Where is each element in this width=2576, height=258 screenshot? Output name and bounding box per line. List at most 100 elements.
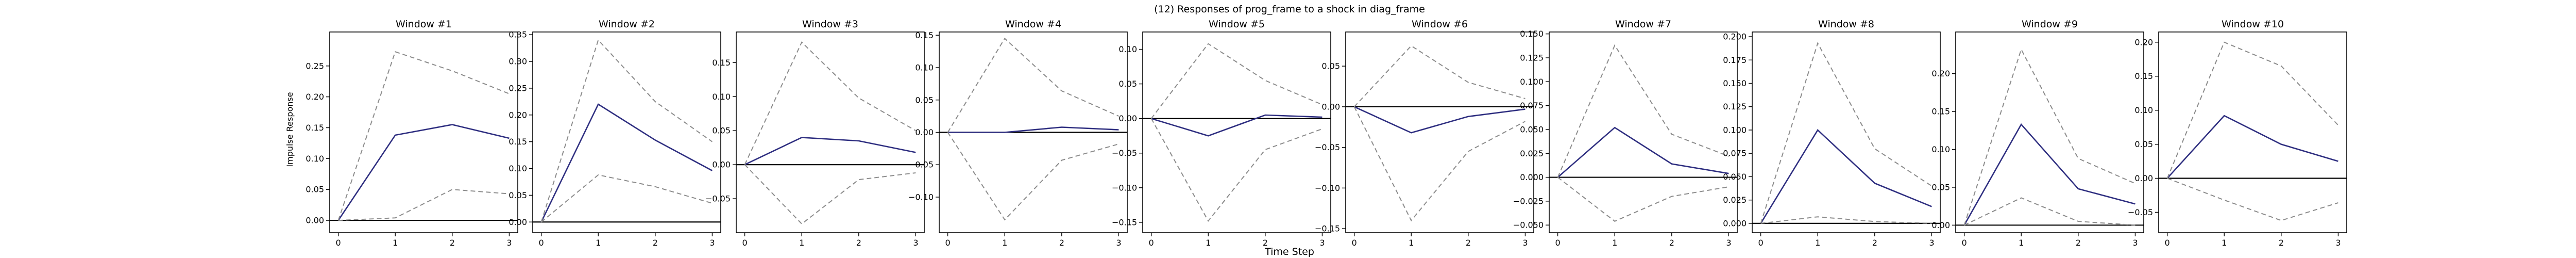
y-tick-label: 0.20: [1931, 69, 1950, 78]
x-tick-label: 1: [596, 238, 601, 248]
x-tick-label: 2: [2076, 238, 2081, 248]
x-tick-label: 3: [709, 238, 715, 248]
panel-10: −0.05 0.00 0.05 0.10 0.15 0.20 0 1 2 3 Window #10: [2128, 19, 2347, 248]
response-line: [2166, 115, 2338, 179]
y-tick-label: 0.00: [1931, 220, 1950, 230]
panel-title: Window #5: [1209, 19, 1265, 30]
y-tick-label: 0.15: [509, 137, 527, 147]
x-tick-label: 1: [799, 238, 804, 248]
x-tick-label: 2: [1872, 238, 1877, 248]
axes-frame: [1345, 31, 1534, 233]
lower-band-line: [338, 189, 510, 221]
y-tick-label: −0.05: [705, 194, 731, 204]
x-tick-label: 0: [1961, 238, 1967, 248]
lower-band-line: [540, 174, 713, 223]
y-tick-label: −0.025: [1513, 196, 1544, 206]
y-tick-label: 0.175: [1723, 55, 1747, 65]
axes-frame: [2158, 31, 2347, 233]
x-tick-label: 3: [506, 238, 512, 248]
x-tick-label: 1: [2019, 238, 2024, 248]
x-tick-label: 2: [1466, 238, 1471, 248]
axes-frame: [1955, 31, 2144, 233]
response-line: [947, 126, 1119, 133]
y-tick-label: 0.05: [1321, 61, 1340, 71]
lower-band-line: [2167, 178, 2338, 221]
y-tick-label: −0.10: [908, 192, 934, 202]
upper-band-line: [1963, 48, 2136, 225]
x-tick-label: 0: [538, 238, 544, 248]
panel-9: 0.00 0.05 0.10 0.15 0.20 0 1 2 3 Window #9: [1931, 19, 2144, 248]
y-tick-label: 0.25: [306, 61, 324, 71]
y-tick-label: 0.150: [1520, 29, 1544, 39]
y-tick-label: 0.15: [915, 30, 934, 40]
y-tick-label: 0.15: [2134, 71, 2153, 81]
lower-band-line: [947, 132, 1119, 221]
y-tick-label: 0.050: [1520, 124, 1544, 134]
x-tick-label: 2: [1669, 238, 1674, 248]
y-tick-label: 0.10: [509, 164, 527, 173]
axes-frame: [1142, 31, 1331, 233]
y-tick-label: −0.05: [1112, 148, 1137, 158]
figure-title: (12) Responses of prog_frame to a shock …: [1154, 4, 1425, 15]
y-tick-label: 0.00: [712, 160, 731, 170]
x-tick-label: 3: [2335, 238, 2341, 248]
x-tick-label: 2: [450, 238, 455, 248]
response-line: [1151, 114, 1323, 137]
y-tick-label: −0.05: [908, 160, 934, 170]
y-tick-label: −0.050: [1513, 220, 1544, 230]
y-tick-label: 0.25: [509, 83, 527, 93]
y-tick-label: 0.20: [2134, 37, 2153, 47]
x-tick-label: 1: [1815, 238, 1820, 248]
y-tick-label: 0.00: [1321, 102, 1340, 111]
y-tick-label: 0.025: [1723, 195, 1747, 205]
y-tick-label: 0.10: [1118, 44, 1137, 54]
x-tick-label: 2: [856, 238, 861, 248]
y-tick-label: −0.15: [1315, 224, 1340, 234]
x-tick-label: 2: [653, 238, 658, 248]
response-line: [1760, 128, 1932, 224]
y-tick-label: 0.125: [1520, 53, 1544, 63]
y-tick-label: −0.15: [1112, 217, 1137, 227]
panel-title: Window #7: [1615, 19, 1671, 30]
upper-band-line: [337, 51, 510, 221]
y-tick-label: 0.00: [915, 127, 934, 137]
y-tick-label: 0.10: [1931, 144, 1950, 154]
x-tick-label: 3: [913, 238, 918, 248]
y-tick-label: 0.000: [1520, 172, 1544, 182]
upper-band-line: [2166, 41, 2339, 179]
y-tick-label: 0.125: [1723, 102, 1747, 111]
y-tick-label: 0.000: [1723, 218, 1747, 228]
panel-title: Window #3: [802, 19, 858, 30]
panel-3: −0.05 0.00 0.05 0.10 0.15 0 1 2 3 Window #3: [705, 19, 925, 248]
y-tick-label: 0.35: [509, 30, 527, 40]
y-tick-label: 0.100: [1520, 77, 1544, 87]
lower-band-line: [1353, 106, 1526, 222]
x-tick-label: 0: [945, 238, 950, 248]
x-tick-label: 2: [1059, 238, 1064, 248]
y-tick-label: 0.05: [509, 190, 527, 200]
y-tick-label: 0.025: [1520, 149, 1544, 158]
y-tick-label: 0.10: [712, 92, 731, 102]
y-axis-label: Impulse Response: [285, 92, 295, 167]
y-tick-label: 0.100: [1723, 125, 1747, 135]
y-tick-label: 0.15: [712, 58, 731, 68]
response-line: [744, 137, 916, 166]
x-tick-label: 2: [2279, 238, 2284, 248]
x-tick-label: 2: [1263, 238, 1268, 248]
x-tick-label: 1: [1409, 238, 1414, 248]
x-tick-label: 3: [2132, 238, 2138, 248]
x-tick-label: 1: [393, 238, 398, 248]
lower-band-line: [1557, 176, 1729, 222]
x-tick-label: 3: [1319, 238, 1325, 248]
y-tick-label: 0.20: [509, 110, 527, 120]
panel-title: Window #10: [2222, 19, 2284, 30]
x-tick-label: 3: [1116, 238, 1121, 248]
response-line: [1557, 126, 1729, 178]
axes-frame: [532, 31, 721, 233]
y-tick-label: 0.15: [1931, 107, 1950, 117]
y-tick-label: 0.075: [1723, 149, 1747, 158]
panel-title: Window #2: [599, 19, 655, 30]
upper-band-line: [1760, 42, 1932, 224]
y-tick-label: 0.10: [306, 154, 324, 164]
